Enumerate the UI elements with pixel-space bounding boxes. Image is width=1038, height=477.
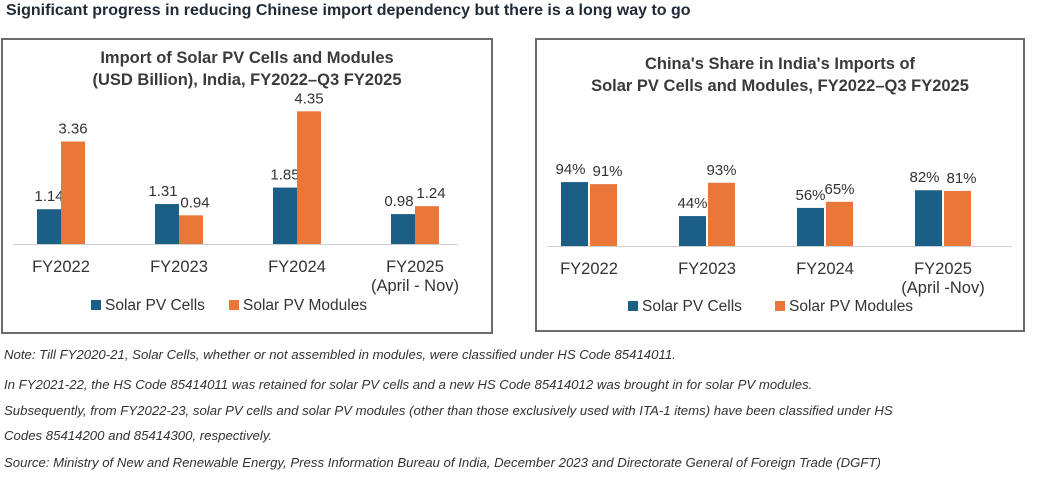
footnote: Note: Till FY2020-21, Solar Cells, wheth… bbox=[4, 347, 676, 362]
import-value-bar-chart: 1.14 3.36 FY2022 1.310.94 FY2023 1.85 4.35 FY20… bbox=[13, 90, 459, 314]
bar-solar-pv-modules bbox=[415, 206, 439, 244]
legend-swatch bbox=[775, 301, 785, 311]
data-label: 91% bbox=[592, 163, 622, 180]
data-label: 1.24 bbox=[416, 185, 445, 202]
data-label: 94% bbox=[555, 161, 585, 178]
chart-title-line: China's Share in India's Imports of bbox=[644, 55, 916, 73]
page-headline: Significant progress in reducing Chinese… bbox=[6, 2, 691, 19]
data-label: 65% bbox=[824, 181, 854, 198]
data-label: 81% bbox=[946, 170, 976, 187]
data-label: 82% bbox=[909, 169, 939, 186]
legend-label: Solar PV Modules bbox=[789, 298, 913, 315]
bar-solar-pv-modules bbox=[590, 184, 617, 246]
chart-title-line: Solar PV Cells and Modules, FY2022–Q3 FY… bbox=[591, 77, 969, 95]
data-label: 56% bbox=[795, 187, 825, 204]
bar-solar-pv-cells bbox=[561, 182, 588, 246]
x-tick-label: (April -Nov) bbox=[901, 279, 984, 297]
footnote: Codes 85414200 and 85414300, respectivel… bbox=[4, 428, 273, 443]
data-label: 1.31 bbox=[148, 183, 177, 200]
bar-solar-pv-modules bbox=[297, 111, 321, 244]
bar-solar-pv-modules bbox=[944, 190, 971, 246]
bar-solar-pv-cells bbox=[679, 216, 706, 246]
import-value-chart-panel: Import of Solar PV Cells and Modules (US… bbox=[1, 38, 493, 334]
chart-title: Import of Solar PV Cells and Modules (US… bbox=[3, 47, 491, 91]
china-share-chart-panel: China's Share in India's Imports of Sola… bbox=[535, 38, 1025, 332]
x-tick-label: FY2023 bbox=[678, 260, 736, 278]
bar-solar-pv-modules bbox=[61, 141, 85, 244]
legend-label: Solar PV Cells bbox=[105, 297, 205, 314]
bar-solar-pv-modules bbox=[708, 182, 735, 246]
legend-swatch bbox=[628, 301, 638, 311]
chart-title-line: (USD Billion), India, FY2022–Q3 FY2025 bbox=[92, 71, 402, 89]
footnote: Subsequently, from FY2022-23, solar PV c… bbox=[4, 403, 893, 418]
chart-title-line: Import of Solar PV Cells and Modules bbox=[100, 49, 394, 67]
legend-swatch bbox=[91, 300, 101, 310]
x-tick-label: FY2022 bbox=[32, 258, 90, 276]
bar-solar-pv-cells bbox=[915, 190, 942, 246]
bar-solar-pv-cells bbox=[155, 204, 179, 244]
bar-solar-pv-cells bbox=[391, 214, 415, 244]
bar-solar-pv-modules bbox=[179, 215, 203, 244]
data-label: 44% bbox=[677, 195, 707, 212]
data-label: 93% bbox=[706, 162, 736, 179]
legend-label: Solar PV Cells bbox=[642, 298, 742, 315]
x-tick-label: FY2024 bbox=[268, 258, 326, 276]
bar-solar-pv-modules bbox=[826, 201, 853, 246]
x-tick-label: FY2023 bbox=[150, 258, 208, 276]
data-label: 4.35 bbox=[294, 90, 323, 107]
data-label: 3.36 bbox=[58, 121, 87, 138]
source-note: Source: Ministry of New and Renewable En… bbox=[4, 455, 881, 470]
china-share-bar-chart: 94% 91% FY2022 44% 93% FY2023 56%65% FY2024 82% 8… bbox=[547, 161, 1012, 315]
x-tick-label: FY2025 bbox=[914, 260, 972, 278]
bar-solar-pv-cells bbox=[37, 209, 61, 244]
data-label: 0.94 bbox=[180, 194, 209, 211]
x-tick-label: FY2025 bbox=[386, 258, 444, 276]
bar-solar-pv-cells bbox=[797, 207, 824, 246]
data-label: 1.85 bbox=[270, 167, 299, 184]
x-tick-label: FY2022 bbox=[560, 260, 618, 278]
bar-solar-pv-cells bbox=[273, 187, 297, 244]
legend-label: Solar PV Modules bbox=[243, 297, 367, 314]
x-tick-label: FY2024 bbox=[796, 260, 854, 278]
x-tick-label: (April - Nov) bbox=[371, 277, 459, 295]
footnote: In FY2021-22, the HS Code 85414011 was r… bbox=[4, 377, 813, 392]
data-label: 0.98 bbox=[384, 193, 413, 210]
chart-title: China's Share in India's Imports of Sola… bbox=[537, 53, 1023, 97]
data-label: 1.14 bbox=[34, 188, 63, 205]
legend-swatch bbox=[229, 300, 239, 310]
